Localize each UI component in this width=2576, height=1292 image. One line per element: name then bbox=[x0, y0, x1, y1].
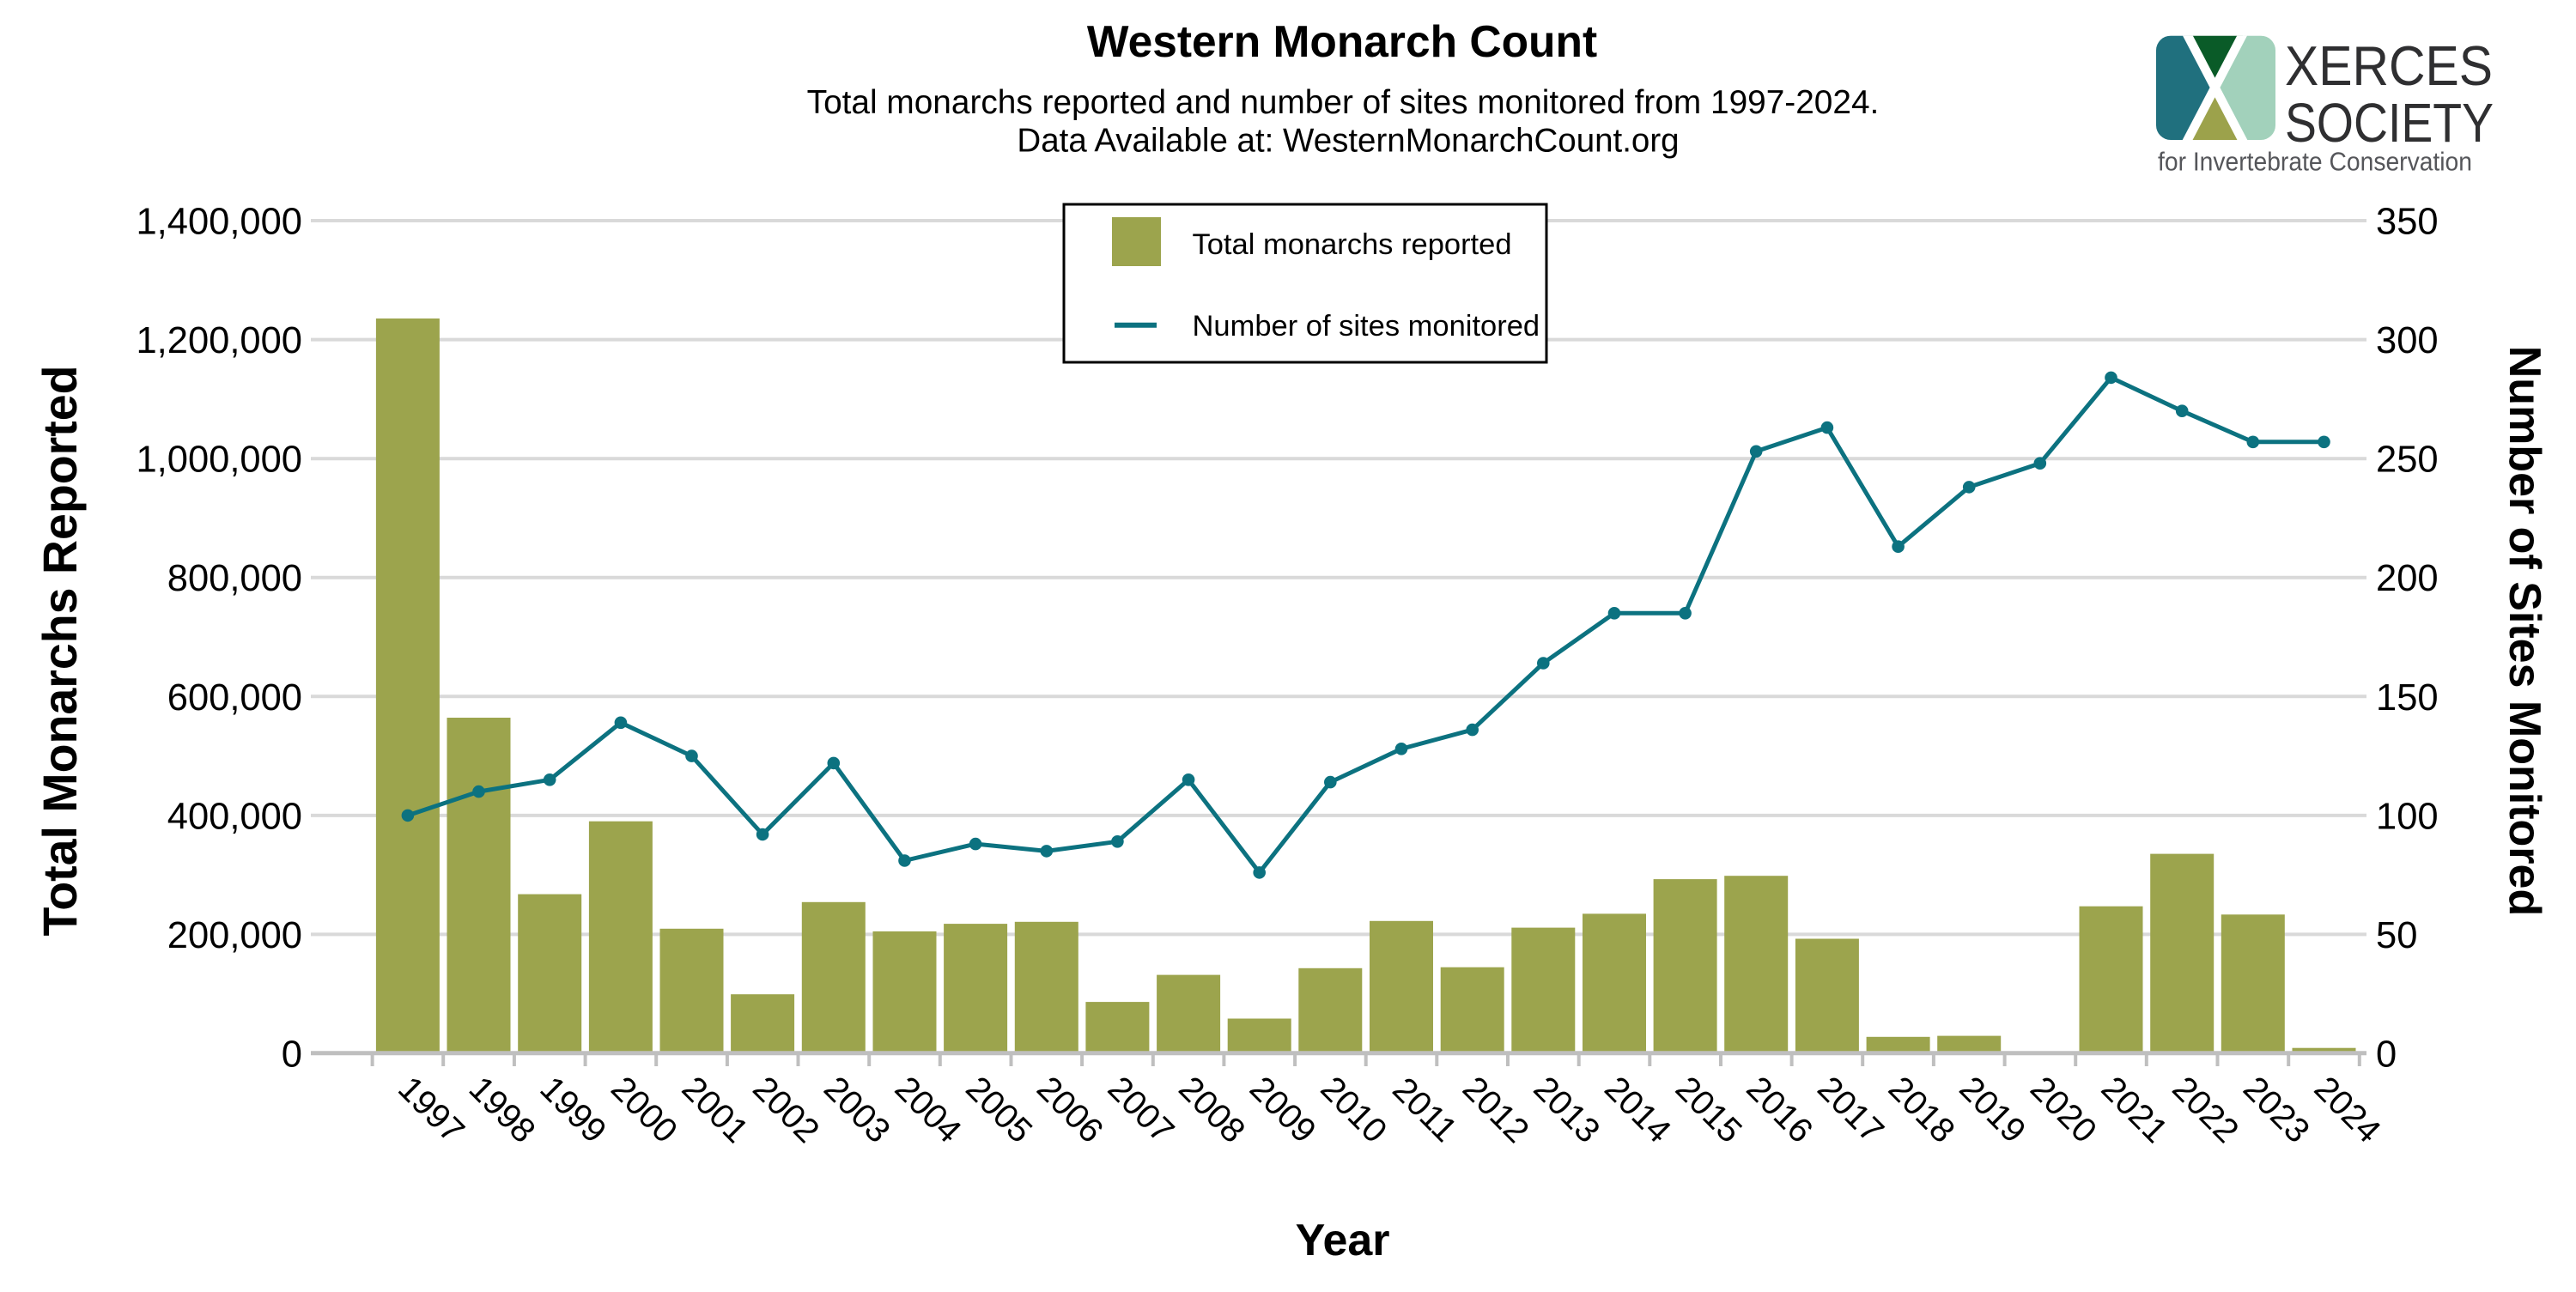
svg-text:XERCES: XERCES bbox=[2285, 34, 2493, 97]
svg-text:250: 250 bbox=[2376, 440, 2439, 481]
svg-text:800,000: 800,000 bbox=[167, 558, 302, 599]
svg-text:Western Monarch Count: Western Monarch Count bbox=[1087, 16, 1597, 66]
svg-text:200,000: 200,000 bbox=[167, 915, 302, 956]
svg-text:for Invertebrate Conservation: for Invertebrate Conservation bbox=[2158, 147, 2472, 177]
svg-text:1,000,000: 1,000,000 bbox=[136, 440, 302, 481]
svg-text:Total monarchs reported and nu: Total monarchs reported and number of si… bbox=[807, 84, 1880, 121]
svg-text:SOCIETY: SOCIETY bbox=[2285, 92, 2494, 154]
svg-text:350: 350 bbox=[2376, 202, 2439, 243]
svg-text:150: 150 bbox=[2376, 677, 2439, 719]
svg-text:Year: Year bbox=[1296, 1216, 1390, 1265]
svg-text:Total monarchs reported: Total monarchs reported bbox=[1193, 228, 1512, 261]
svg-text:0: 0 bbox=[2376, 1034, 2397, 1076]
svg-text:1,400,000: 1,400,000 bbox=[136, 202, 302, 243]
svg-text:100: 100 bbox=[2376, 796, 2439, 837]
svg-text:Data Available at: WesternMona: Data Available at: WesternMonarchCount.o… bbox=[1017, 123, 1679, 160]
svg-text:400,000: 400,000 bbox=[167, 796, 302, 837]
svg-text:50: 50 bbox=[2376, 915, 2417, 956]
svg-text:Number of Sites Monitored: Number of Sites Monitored bbox=[2500, 346, 2549, 916]
svg-text:600,000: 600,000 bbox=[167, 677, 302, 719]
svg-text:Total Monarchs Reported: Total Monarchs Reported bbox=[33, 365, 87, 936]
svg-text:1,200,000: 1,200,000 bbox=[136, 320, 302, 361]
svg-text:200: 200 bbox=[2376, 558, 2439, 599]
svg-text:300: 300 bbox=[2376, 320, 2439, 361]
svg-text:0: 0 bbox=[282, 1034, 302, 1076]
svg-text:Number of sites monitored: Number of sites monitored bbox=[1193, 310, 1540, 343]
